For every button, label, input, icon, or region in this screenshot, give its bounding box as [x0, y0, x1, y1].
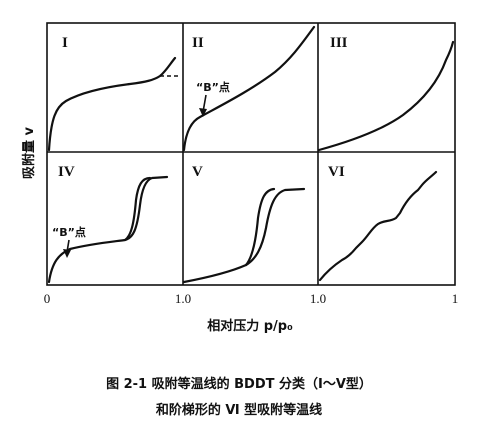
curve-type-5-adsorption [182, 187, 306, 284]
figure-caption-line-2: 和阶梯形的 Ⅵ 型吸附等温线 [155, 403, 323, 418]
figure-caption-line-1: 图 2-1 吸附等温线的 BDDT 分类（Ⅰ～Ⅴ型） [106, 377, 372, 392]
curve-type-2 [182, 25, 316, 152]
curve-type-5-desorption [244, 187, 276, 267]
b-point-arrowhead-2 [199, 108, 207, 117]
figure-frame [46, 22, 456, 286]
x-axis-title: 相对压力 p/p₀ [207, 318, 293, 334]
x-tick-label-0: 0 [44, 291, 51, 306]
curve-type-3 [317, 40, 455, 152]
x-tick-label-3: 1 [452, 291, 459, 306]
panel-label-1: I [62, 35, 68, 51]
curve-type-6 [318, 170, 438, 282]
panel-label-4: IV [58, 164, 75, 180]
x-tick-label-2: 1.0 [310, 291, 326, 306]
y-axis-title: 吸附量 v [21, 126, 37, 179]
panel-label-2: II [192, 35, 204, 51]
curve-type-1 [47, 56, 177, 152]
x-tick-label-1: 1.0 [175, 291, 191, 306]
b-point-arrowhead-4 [63, 249, 71, 258]
panel-label-5: V [192, 164, 203, 180]
b-point-label-4: “B”点 [52, 225, 86, 239]
panel-label-3: III [330, 35, 348, 51]
curve-type-4-desorption [123, 176, 152, 242]
b-point-label-2: “B”点 [196, 80, 230, 94]
panel-label-6: VI [328, 164, 345, 180]
